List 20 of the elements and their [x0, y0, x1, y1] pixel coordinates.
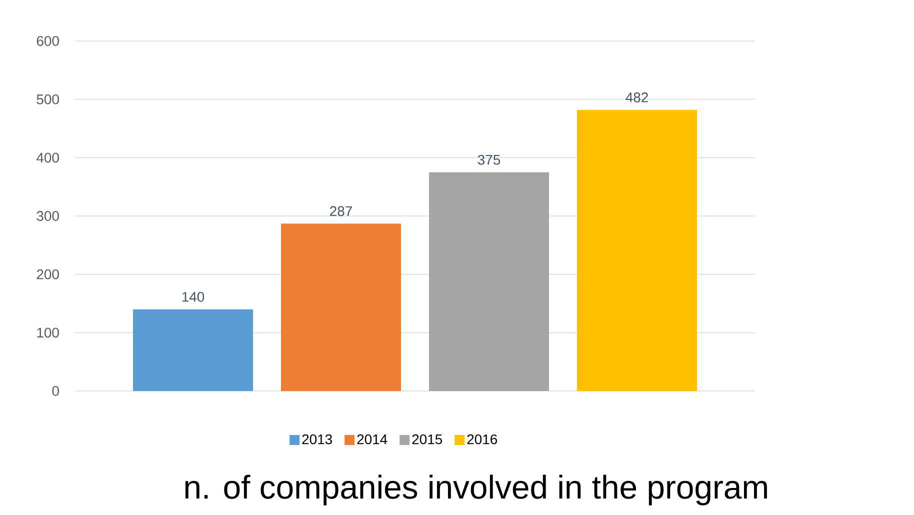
y-tick-label: 500	[36, 94, 59, 104]
bar	[281, 224, 402, 391]
bar	[429, 172, 550, 391]
y-tick-label: 600	[36, 36, 59, 46]
y-tick-label: 400	[36, 152, 59, 163]
data-label: 287	[330, 206, 352, 216]
bar	[577, 110, 698, 391]
legend-label: 2013	[302, 434, 332, 444]
legend-label: 2015	[412, 434, 442, 444]
data-label: 482	[626, 92, 648, 102]
y-tick-label: 200	[36, 269, 59, 280]
y-tick-label: 300	[36, 211, 59, 221]
bar	[133, 309, 254, 391]
y-tick-label: 100	[37, 328, 59, 338]
y-tick-label: 0	[52, 386, 59, 396]
x-axis-title: n. of companies involved in the program	[185, 474, 767, 506]
legend-label: 2016	[467, 434, 498, 444]
data-label: 375	[478, 154, 500, 165]
data-label: 140	[182, 292, 204, 302]
legend-label: 2014	[357, 434, 388, 444]
